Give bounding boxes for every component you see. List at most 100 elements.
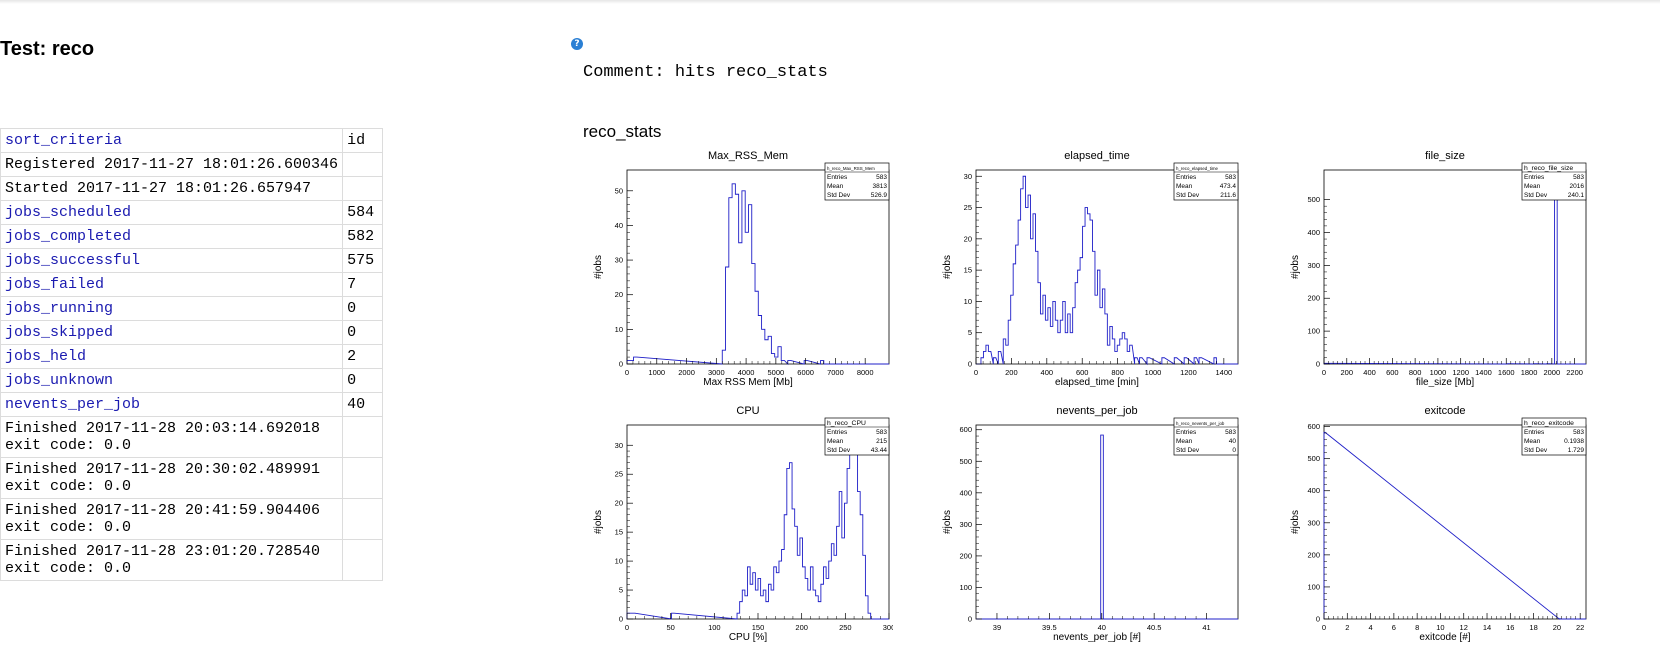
property-value	[342, 176, 384, 201]
property-value: 40	[342, 392, 384, 417]
x-tick-label: 1200	[1452, 368, 1469, 377]
x-tick-label: 150	[752, 623, 765, 632]
stats-label: Mean	[1176, 183, 1193, 190]
stats-label: Mean	[827, 438, 844, 445]
y-tick-label: 20	[964, 234, 972, 243]
property-text: Finished 2017-11-28 23:01:20.728540 exit…	[0, 539, 344, 581]
y-tick-label: 300	[1307, 261, 1320, 270]
x-tick-label: 7000	[827, 368, 844, 377]
x-tick-label: 40.5	[1147, 623, 1162, 632]
stats-label: Std Dev	[1524, 192, 1548, 199]
x-tick-label: 3000	[708, 368, 725, 377]
table-row: Started 2017-11-27 18:01:26.657947	[0, 176, 384, 201]
stats-box-name: h_reco_Max_RSS_Mem	[827, 166, 875, 171]
y-tick-label: 15	[615, 528, 623, 537]
table-row: sort_criteria id	[0, 128, 384, 153]
histogram-title: elapsed_time	[1064, 150, 1129, 162]
property-link-nevents-per-job[interactable]: nevents_per_job	[5, 396, 141, 413]
stats-box-frame	[1173, 417, 1239, 456]
table-row: jobs_running 0	[0, 296, 384, 321]
stats-label: Std Dev	[827, 447, 851, 454]
y-tick-label: 0	[1316, 360, 1320, 369]
histogram-nevents-per-job: nevents_per_job 39 39.5 40 40.5 41 0 100 200 300 4…	[942, 405, 1239, 642]
property-link-jobs-successful[interactable]: jobs_successful	[5, 252, 141, 269]
property-link-jobs-skipped[interactable]: jobs_skipped	[5, 324, 114, 341]
x-tick-label: 0	[625, 368, 629, 377]
x-tick-label: 40	[1098, 623, 1106, 632]
y-axis-label: #jobs	[593, 255, 604, 279]
stats-box: h_reco_CPU Entries 583 Mean 215 Std Dev 43.44	[824, 417, 890, 456]
property-value: 0	[342, 368, 384, 393]
x-tick-label: 1400	[1215, 368, 1232, 377]
x-tick-label: 12	[1460, 623, 1468, 632]
x-tick-label: 5000	[768, 368, 785, 377]
y-tick-label: 50	[615, 186, 623, 195]
stats-value: 3813	[873, 183, 888, 190]
histogram-series	[626, 183, 889, 366]
plot-frame	[975, 169, 1239, 365]
y-tick-label: 500	[1307, 195, 1320, 204]
y-tick-label: 400	[1307, 486, 1320, 495]
x-tick-label: 1000	[648, 368, 665, 377]
x-tick-label: 6000	[797, 368, 814, 377]
property-value: 7	[342, 272, 384, 297]
property-link-jobs-failed[interactable]: jobs_failed	[5, 276, 105, 293]
stats-label: Entries	[827, 174, 848, 181]
x-tick-label: 1000	[1430, 368, 1447, 377]
stats-box: h_reco_file_size Entries 583 Mean 2016 Std De…	[1521, 162, 1587, 201]
y-tick-label: 400	[959, 488, 972, 497]
property-link-jobs-held[interactable]: jobs_held	[5, 348, 87, 365]
y-tick-label: 500	[1307, 454, 1320, 463]
y-axis-label: #jobs	[1290, 510, 1301, 534]
property-link-jobs-completed[interactable]: jobs_completed	[5, 228, 132, 245]
page-title: Test: reco	[0, 38, 95, 60]
x-tick-label: 4000	[738, 368, 755, 377]
property-value: 584	[342, 200, 384, 225]
property-link-jobs-scheduled[interactable]: jobs_scheduled	[5, 204, 132, 221]
property-value	[342, 416, 384, 458]
stats-value: 0	[1232, 447, 1236, 454]
stats-label: Std Dev	[1176, 192, 1200, 199]
x-tick-label: 22	[1576, 623, 1584, 632]
stats-value: 1.729	[1568, 447, 1585, 454]
y-axis-label: #jobs	[1290, 255, 1301, 279]
y-tick-label: 25	[615, 470, 623, 479]
y-tick-label: 500	[959, 457, 972, 466]
y-tick-label: 30	[615, 256, 623, 265]
stats-value: 583	[876, 174, 887, 181]
stats-value: 583	[1225, 174, 1236, 181]
x-tick-label: 8000	[857, 368, 874, 377]
y-tick-label: 25	[964, 203, 972, 212]
x-tick-label: 39	[993, 623, 1001, 632]
x-tick-label: 2000	[1543, 368, 1560, 377]
x-tick-label: 400	[1363, 368, 1376, 377]
properties-table: sort_criteria id Registered 2017-11-27 18:…	[0, 128, 384, 581]
stats-value: 43.44	[871, 447, 888, 454]
x-tick-label: 200	[1341, 368, 1354, 377]
x-tick-label: 200	[1005, 368, 1018, 377]
y-axis-label: #jobs	[942, 510, 953, 534]
property-value	[342, 539, 384, 581]
y-tick-label: 300	[1307, 518, 1320, 527]
property-link-sort-criteria[interactable]: sort_criteria	[5, 132, 123, 149]
y-tick-label: 300	[959, 520, 972, 529]
property-link-jobs-running[interactable]: jobs_running	[5, 300, 114, 317]
property-link-jobs-unknown[interactable]: jobs_unknown	[5, 372, 114, 389]
x-tick-label: 1800	[1521, 368, 1538, 377]
x-tick-label: 1400	[1475, 368, 1492, 377]
comment-text: Comment: hits reco_stats	[583, 63, 828, 82]
y-tick-label: 0	[1316, 615, 1320, 624]
stats-box-frame	[1521, 162, 1587, 201]
question-circle-icon[interactable]: ?	[571, 38, 583, 50]
stats-value: 473.4	[1220, 183, 1237, 190]
histogram-series	[976, 434, 1238, 620]
y-tick-label: 600	[1307, 422, 1320, 431]
y-tick-label: 200	[1307, 294, 1320, 303]
stats-box-name: h_reco_nevents_per_job	[1176, 421, 1225, 426]
stats-value: 40	[1229, 438, 1237, 445]
x-axis-label: CPU [%]	[729, 632, 768, 642]
stats-box-frame	[824, 417, 890, 456]
x-tick-label: 16	[1506, 623, 1514, 632]
y-tick-label: 600	[959, 425, 972, 434]
x-tick-label: 0	[1322, 623, 1326, 632]
